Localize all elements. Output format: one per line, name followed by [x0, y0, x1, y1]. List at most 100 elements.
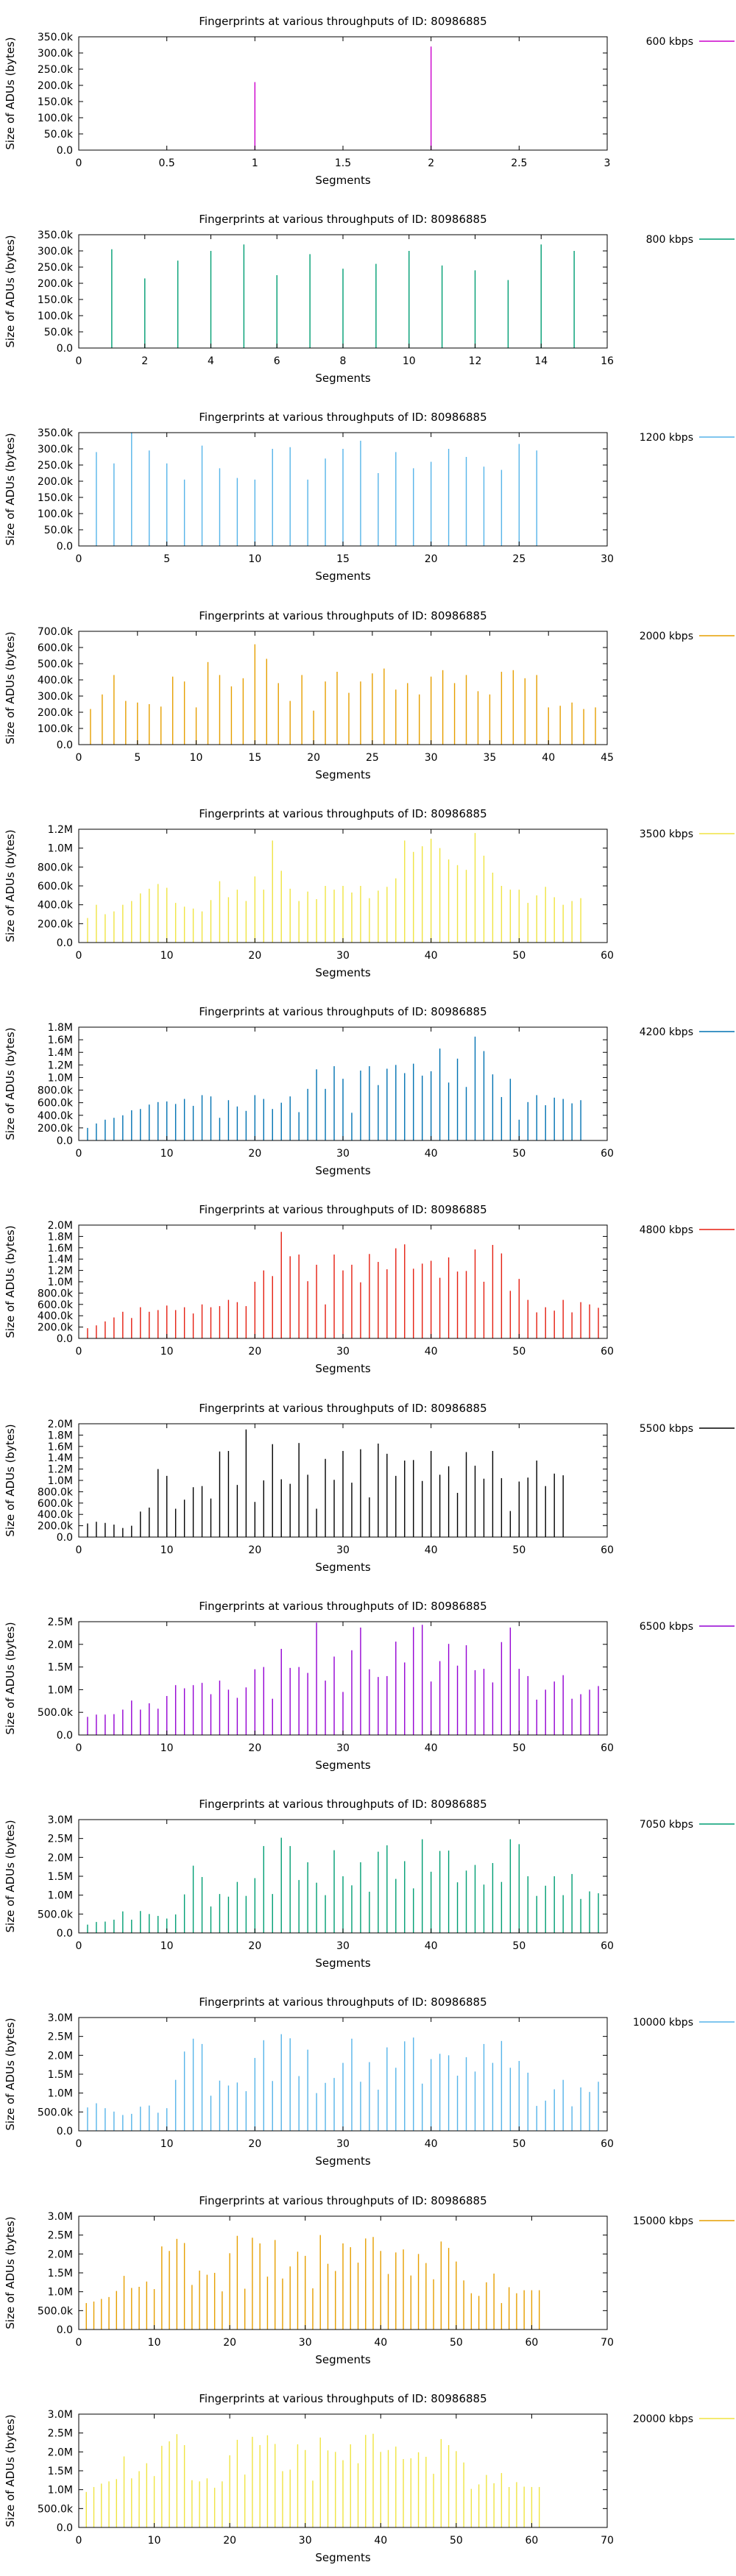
data-bars: [87, 833, 581, 943]
y-tick-label: 600.0k: [38, 1497, 74, 1509]
y-tick-label: 1.6M: [48, 1441, 73, 1452]
x-tick-label: 10: [190, 752, 203, 764]
x-tick-label: 14: [534, 355, 548, 367]
x-tick-label: 50: [512, 1148, 526, 1160]
y-tick-label: 2.0M: [48, 2051, 73, 2062]
y-tick-label: 0.0: [57, 739, 73, 751]
data-bars: [87, 1622, 599, 1735]
y-tick-label: 2.0M: [48, 1852, 73, 1864]
data-bars: [87, 2034, 599, 2132]
legend-label: 4200 kbps: [640, 1026, 693, 1038]
chart-title: Fingerprints at various throughputs of I…: [199, 2392, 486, 2405]
y-tick-label: 2.0M: [48, 2447, 73, 2458]
y-tick-label: 0.0: [57, 2522, 73, 2534]
x-tick-label: 10: [160, 1346, 174, 1358]
x-tick-label: 20: [248, 2138, 261, 2150]
x-tick-label: 50: [512, 1742, 526, 1754]
x-tick-label: 10: [160, 1148, 174, 1160]
y-tick-label: 250.0k: [38, 64, 74, 76]
x-tick-label: 40: [425, 2138, 438, 2150]
x-tick-label: 50: [450, 2535, 463, 2547]
data-bars: [87, 1036, 581, 1141]
x-tick-label: 25: [366, 752, 379, 764]
y-tick-label: 0.0: [57, 2324, 73, 2336]
y-tick-label: 0.0: [57, 1928, 73, 1940]
y-tick-label: 3.0M: [48, 2211, 73, 2223]
legend-label: 6500 kbps: [640, 1621, 693, 1633]
y-tick-label: 700.0k: [38, 626, 74, 638]
x-tick-label: 0: [76, 2535, 82, 2547]
y-axis-label: Size of ADUs (bytes): [4, 37, 17, 149]
y-tick-label: 2.5M: [48, 2229, 73, 2241]
data-bars: [87, 1429, 564, 1537]
x-tick-label: 50: [450, 2337, 463, 2349]
x-tick-label: 0: [76, 1346, 82, 1358]
y-tick-label: 1.8M: [48, 1022, 73, 1034]
x-tick-label: 0: [76, 2138, 82, 2150]
x-tick-label: 60: [601, 2138, 614, 2150]
x-tick-label: 20: [248, 1148, 261, 1160]
x-tick-label: 30: [336, 1148, 350, 1160]
y-tick-label: 2.5M: [48, 2427, 73, 2439]
x-tick-label: 10: [403, 355, 416, 367]
y-tick-label: 600.0k: [38, 642, 74, 654]
chart-title: Fingerprints at various throughputs of I…: [199, 1600, 486, 1613]
x-tick-label: 60: [526, 2337, 539, 2349]
y-tick-label: 100.0k: [38, 113, 74, 124]
x-tick-label: 20: [248, 1346, 261, 1358]
legend-label: 7050 kbps: [640, 1819, 693, 1831]
y-tick-label: 0.0: [57, 1730, 73, 1742]
x-tick-label: 5: [163, 553, 170, 565]
data-bars: [90, 644, 596, 745]
y-tick-label: 3.0M: [48, 2409, 73, 2421]
y-tick-label: 500.0k: [38, 659, 74, 670]
x-tick-label: 60: [601, 1544, 614, 1556]
y-tick-label: 200.0k: [38, 278, 74, 290]
x-tick-label: 0: [76, 157, 82, 169]
y-tick-label: 100.0k: [38, 311, 74, 322]
y-axis-label: Size of ADUs (bytes): [4, 2216, 17, 2329]
x-tick-label: 1: [252, 157, 258, 169]
legend-label: 4800 kbps: [640, 1224, 693, 1236]
y-tick-label: 1.6M: [48, 1035, 73, 1046]
x-tick-label: 0: [76, 1148, 82, 1160]
y-axis-label: Size of ADUs (bytes): [4, 1226, 17, 1338]
x-tick-label: 6: [274, 355, 280, 367]
y-tick-label: 100.0k: [38, 508, 74, 520]
y-tick-label: 1.0M: [48, 2286, 73, 2298]
y-axis-label: Size of ADUs (bytes): [4, 2018, 17, 2131]
y-tick-label: 400.0k: [38, 1509, 74, 1521]
y-tick-label: 0.0: [57, 1135, 73, 1147]
x-tick-label: 20: [248, 1544, 261, 1556]
y-tick-label: 1.0M: [48, 1073, 73, 1085]
x-tick-label: 60: [601, 1346, 614, 1358]
x-tick-label: 12: [469, 355, 482, 367]
y-tick-label: 200.0k: [38, 707, 74, 719]
y-tick-label: 500.0k: [38, 2305, 74, 2317]
chart-title: Fingerprints at various throughputs of I…: [199, 1005, 486, 1018]
legend-label: 5500 kbps: [640, 1423, 693, 1435]
x-tick-label: 10: [160, 950, 174, 962]
y-tick-label: 500.0k: [38, 2107, 74, 2119]
y-tick-label: 1.0M: [48, 1890, 73, 1902]
x-tick-label: 60: [601, 1742, 614, 1754]
y-tick-label: 200.0k: [38, 1520, 74, 1532]
x-tick-label: 10: [148, 2535, 161, 2547]
y-tick-label: 50.0k: [44, 525, 74, 536]
x-tick-label: 30: [299, 2337, 312, 2349]
y-tick-label: 1.5M: [48, 1661, 73, 1673]
x-tick-label: 0: [76, 1544, 82, 1556]
y-tick-label: 200.0k: [38, 1322, 74, 1334]
y-tick-label: 400.0k: [38, 1110, 74, 1122]
x-tick-label: 50: [512, 2138, 526, 2150]
x-tick-label: 40: [425, 1742, 438, 1754]
x-tick-label: 10: [160, 1544, 174, 1556]
x-tick-label: 50: [512, 1346, 526, 1358]
y-tick-label: 1.0M: [48, 843, 73, 855]
y-axis-label: Size of ADUs (bytes): [4, 829, 17, 942]
y-tick-label: 50.0k: [44, 327, 74, 338]
x-tick-label: 1.5: [335, 157, 351, 169]
y-tick-label: 300.0k: [38, 444, 74, 455]
x-axis-label: Segments: [315, 372, 371, 385]
